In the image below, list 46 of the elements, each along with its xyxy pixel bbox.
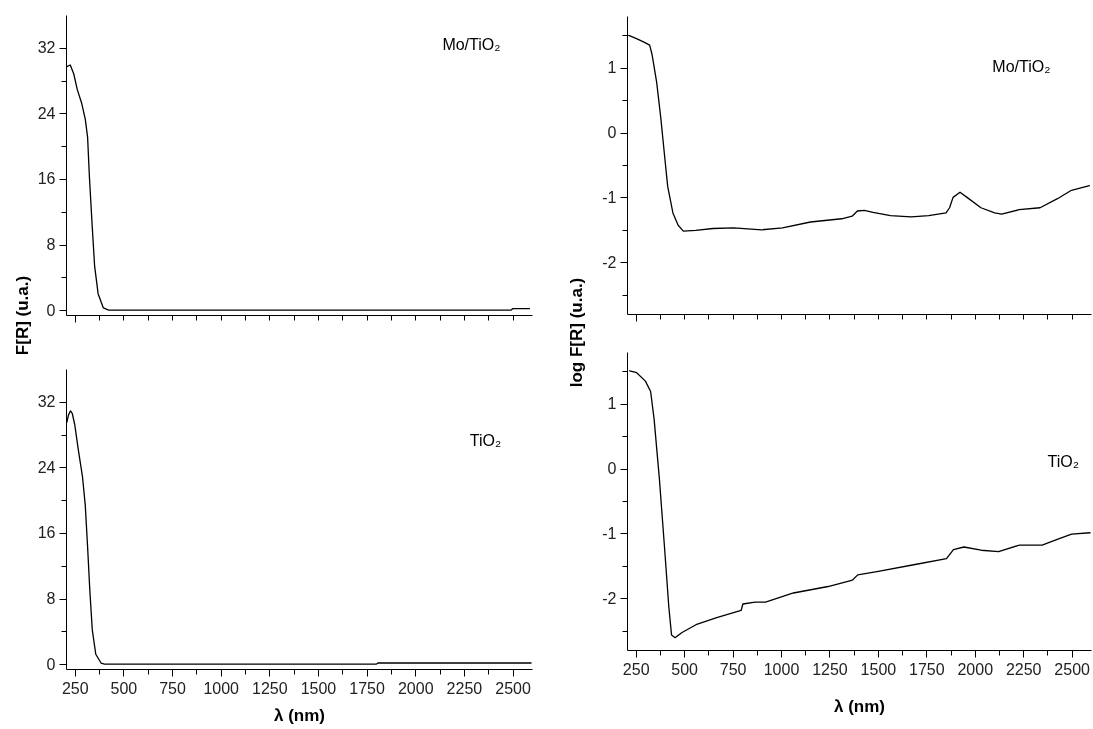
x-tick-label: 2250 xyxy=(446,679,483,697)
y-tick-label: 32 xyxy=(37,393,56,411)
y-tick-label: -2 xyxy=(602,253,617,271)
y-tick-label: 0 xyxy=(607,124,617,142)
y-tick-label: 0 xyxy=(607,460,617,478)
x-tick-label: 2000 xyxy=(397,679,434,697)
y-tick-label: 24 xyxy=(37,458,56,476)
x-tick-label: 2500 xyxy=(1054,660,1091,678)
y-tick-label: 8 xyxy=(46,236,56,254)
x-tick-label: 2250 xyxy=(1005,660,1042,678)
x-tick-label: 250 xyxy=(622,660,650,678)
x-tick-label: 2500 xyxy=(495,679,531,697)
y-tick-label: 32 xyxy=(37,39,56,57)
x-tick-label: 750 xyxy=(719,660,747,678)
x-tick-label: 1500 xyxy=(860,660,897,678)
y-tick-label: 8 xyxy=(46,590,56,608)
x-tick-label: 500 xyxy=(671,660,699,678)
y-tick-label: 1 xyxy=(607,59,617,77)
x-tick-label: 1000 xyxy=(763,660,800,678)
x-tick-label: 250 xyxy=(61,679,89,697)
x-tick-label: 1500 xyxy=(300,679,337,697)
x-tick-label: 1750 xyxy=(349,679,386,697)
annotation: Mo/TiO₂ xyxy=(442,36,501,53)
x-tick-label: 500 xyxy=(110,679,138,697)
annotation: Mo/TiO₂ xyxy=(992,57,1051,75)
y-tick-label: -1 xyxy=(602,188,617,206)
x-tick-label: 1250 xyxy=(812,660,848,678)
y-tick-label: 1 xyxy=(607,395,617,413)
x-tick-label: 2000 xyxy=(957,660,994,678)
y-tick-label: 0 xyxy=(46,655,56,673)
annotation: TiO₂ xyxy=(469,432,502,449)
x-axis-title: λ (nm) xyxy=(834,696,885,716)
x-tick-label: 750 xyxy=(159,679,186,697)
y-tick-label: -1 xyxy=(602,524,617,542)
x-tick-label: 1250 xyxy=(252,679,288,697)
y-tick-label: 0 xyxy=(46,301,56,319)
x-axis-title: λ (nm) xyxy=(274,705,325,725)
y-axis-title: F[R] (u.a.) xyxy=(12,275,32,356)
y-tick-label: 16 xyxy=(37,524,56,542)
y-tick-label: 16 xyxy=(37,170,56,188)
x-tick-label: 1000 xyxy=(203,679,240,697)
y-axis-title: log F[R] (u.a.) xyxy=(566,277,586,388)
x-tick-label: 1750 xyxy=(909,660,945,678)
y-tick-label: 24 xyxy=(37,104,56,122)
y-tick-label: -2 xyxy=(602,589,617,607)
annotation: TiO₂ xyxy=(1047,453,1079,471)
